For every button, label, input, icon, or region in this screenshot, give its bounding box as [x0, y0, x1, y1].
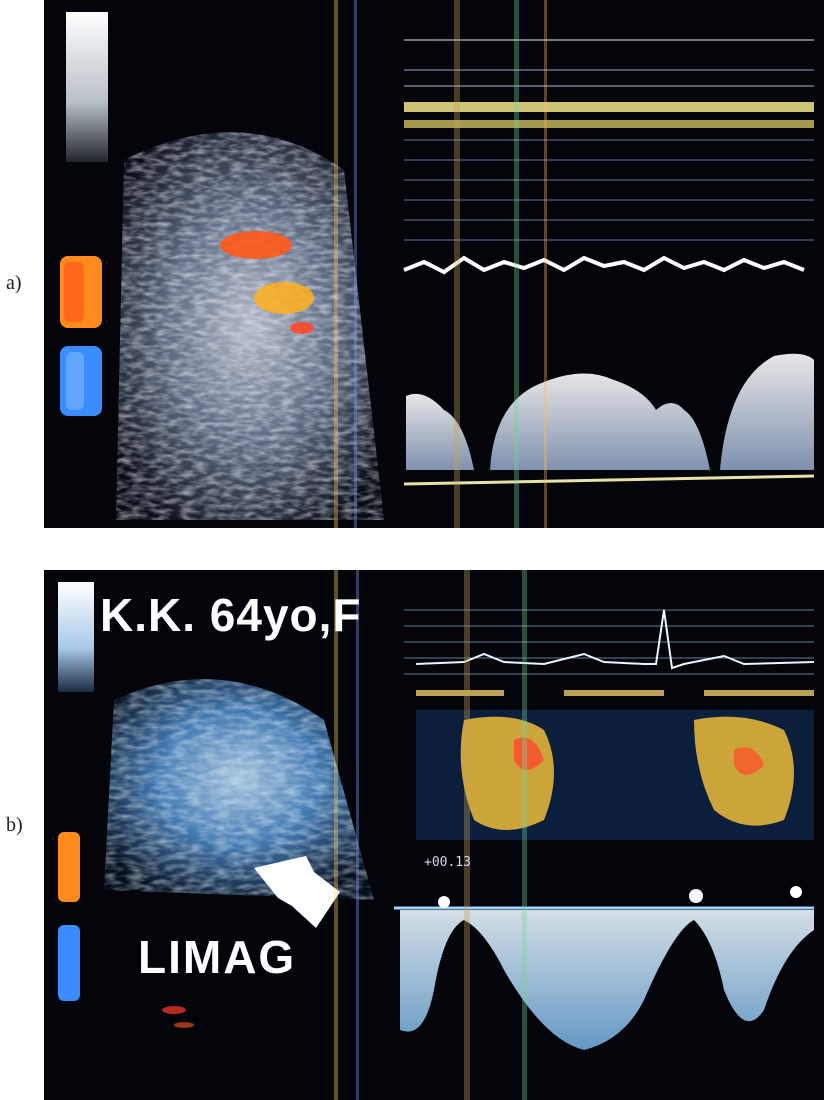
color-flow-region — [220, 231, 292, 259]
limag-annotation: LIMAG — [138, 931, 297, 983]
colorbar-blue-segment — [58, 925, 80, 1001]
ecg-strip — [404, 609, 815, 696]
bmode-image — [116, 110, 396, 521]
ultrasound-panel-b: K.K. 64yo,F LIMAG +00.13 — [44, 570, 824, 1100]
grayscale-bar — [58, 582, 94, 692]
colorbar-orange-segment — [58, 832, 80, 902]
ultrasound-panel-a — [44, 0, 824, 528]
patient-label: K.K. 64yo,F — [100, 589, 362, 641]
panel-b-label: b) — [6, 814, 23, 836]
ecg-strip — [403, 39, 814, 275]
grayscale-bar — [66, 12, 108, 162]
arrow-pointer — [254, 856, 340, 928]
doppler-readout: +00.13 — [424, 855, 471, 870]
color-m-mode — [416, 710, 814, 840]
doppler-spectrum — [394, 886, 814, 1050]
panel-a-label: a) — [6, 272, 22, 294]
bmode-image — [100, 650, 380, 910]
doppler-spectrum — [403, 353, 815, 486]
doppler-baseline — [403, 474, 815, 486]
panel-a-image — [60, 0, 815, 528]
panel-b-image — [58, 570, 815, 1100]
